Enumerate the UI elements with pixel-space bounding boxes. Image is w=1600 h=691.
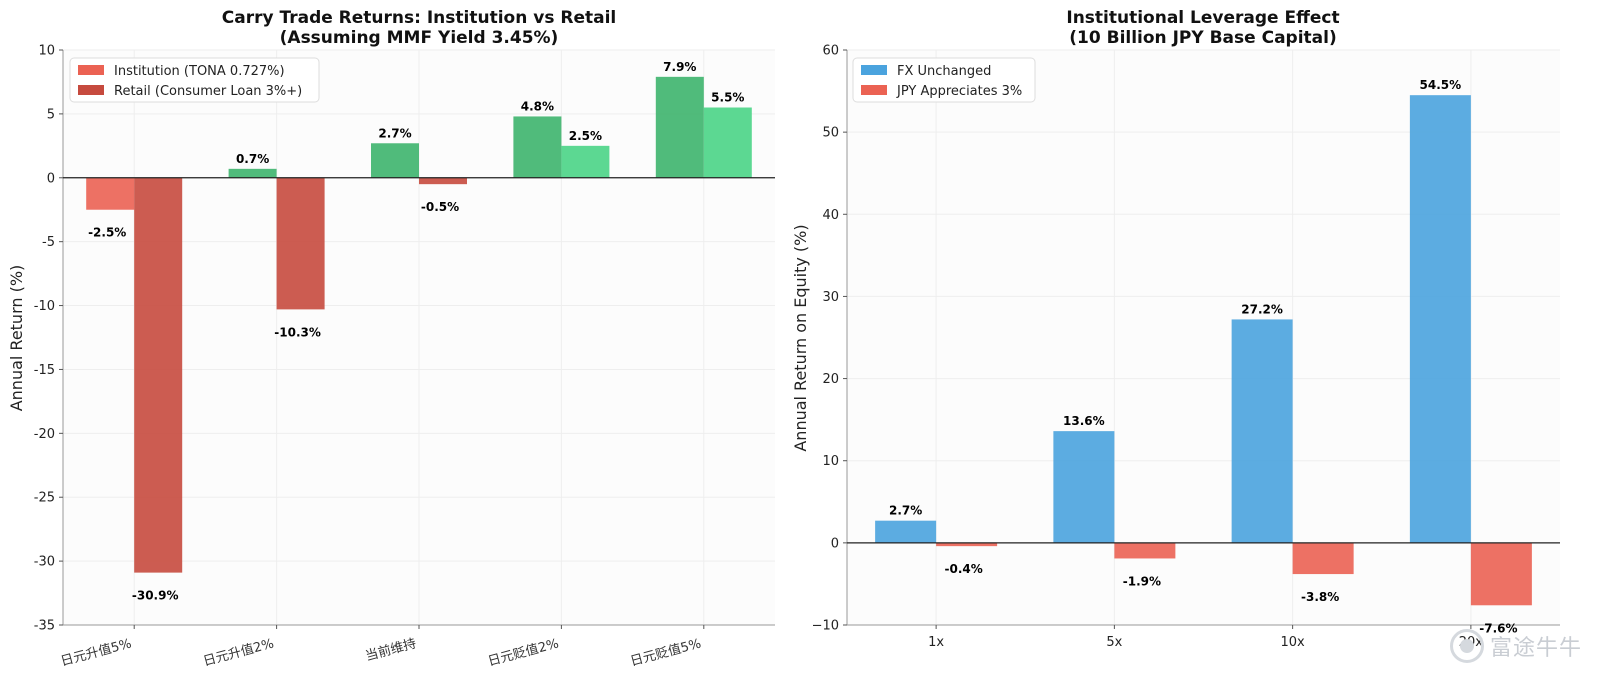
y-tick-label: 5 xyxy=(47,107,55,122)
data-label-s2-5: 5.5% xyxy=(711,91,744,105)
bar-s2-2 xyxy=(1114,542,1176,559)
y-tick-label: -20 xyxy=(34,427,55,442)
legend-label-1: FX Unchanged xyxy=(897,64,991,79)
data-label-s2-1: -30.9% xyxy=(132,589,179,603)
x-tick-label: 1x xyxy=(928,635,944,650)
bar-s1-1 xyxy=(875,520,937,543)
y-tick-label: -25 xyxy=(34,491,55,506)
data-label-s2-4: -7.6% xyxy=(1479,621,1517,635)
legend: FX Unchanged JPY Appreciates 3% xyxy=(852,57,1036,103)
bar-s2-1 xyxy=(134,177,183,573)
legend-label-1: Institution (TONA 0.727%) xyxy=(114,64,285,79)
bar-s1-1 xyxy=(86,177,135,210)
y-tick-label: -35 xyxy=(34,619,55,634)
x-tick-label: 当前维持 xyxy=(364,635,418,664)
chart-title-line-1: Carry Trade Returns: Institution vs Reta… xyxy=(222,8,616,28)
y-tick-label: 60 xyxy=(822,44,839,59)
y-tick-label: 0 xyxy=(47,171,55,186)
y-tick-label: 0 xyxy=(831,536,839,551)
y-tick-label: 50 xyxy=(822,126,839,141)
data-label-s1-4: 4.8% xyxy=(521,99,554,113)
x-tick-label: 日元升值2% xyxy=(201,635,275,669)
bar-s2-4 xyxy=(561,145,610,178)
legend: Institution (TONA 0.727%) Retail (Consume… xyxy=(69,57,320,103)
legend-box xyxy=(852,57,1036,103)
x-tick-label: 5x xyxy=(1106,635,1122,650)
x-tick-label: 20x xyxy=(1459,635,1484,650)
y-tick-label: -15 xyxy=(34,363,55,378)
data-label-s1-2: 13.6% xyxy=(1063,414,1105,428)
chart-title-line-1: Institutional Leverage Effect xyxy=(1066,8,1339,28)
legend-swatch-2 xyxy=(861,85,887,95)
data-label-s2-3: -3.8% xyxy=(1301,590,1339,604)
data-label-s2-2: -10.3% xyxy=(274,325,321,339)
data-label-s1-4: 54.5% xyxy=(1420,78,1462,92)
legend-label-2: JPY Appreciates 3% xyxy=(896,84,1022,99)
y-tick-label: −10 xyxy=(812,619,839,634)
legend-box xyxy=(69,57,320,103)
y-tick-label: 20 xyxy=(822,372,839,387)
y-tick-label: 30 xyxy=(822,290,839,305)
data-label-s1-2: 0.7% xyxy=(236,152,269,166)
bar-s1-4 xyxy=(513,116,562,178)
x-tick-label: 日元升值5% xyxy=(59,635,133,669)
bar-s1-2 xyxy=(1053,431,1115,543)
chart-2: 2.7% 13.6% 27.2% 54.5% -0.4% -1.9% -3.8% -7.6% 6… xyxy=(791,8,1560,650)
chart-title-line-2: (Assuming MMF Yield 3.45%) xyxy=(280,28,559,48)
bar-s1-4 xyxy=(1409,95,1471,543)
y-tick-label: 10 xyxy=(822,454,839,469)
x-tick-label: 日元贬值2% xyxy=(486,635,560,669)
y-tick-label: 40 xyxy=(822,208,839,223)
bar-s2-3 xyxy=(1292,542,1354,575)
data-label-s1-5: 7.9% xyxy=(663,60,696,74)
legend-label-2: Retail (Consumer Loan 3%+) xyxy=(114,84,302,99)
data-label-s2-3: -0.5% xyxy=(421,200,459,214)
data-label-s2-1: -0.4% xyxy=(944,562,982,576)
data-label-s1-3: 2.7% xyxy=(378,126,411,140)
bar-s2-2 xyxy=(276,177,325,310)
y-tick-label: -10 xyxy=(34,299,55,314)
chart-1: -2.5% 0.7% 2.7% 4.8% 7.9% -30.9% -10.3% -0.5% 2.… xyxy=(7,8,775,670)
data-label-s2-4: 2.5% xyxy=(569,129,602,143)
bar-s1-3 xyxy=(371,143,419,178)
legend-swatch-2 xyxy=(78,85,104,95)
bar-s2-3 xyxy=(419,177,467,185)
y-axis-label: Annual Return (%) xyxy=(7,265,26,412)
y-tick-label: -5 xyxy=(42,235,55,250)
chart-title-line-2: (10 Billion JPY Base Capital) xyxy=(1069,28,1336,48)
data-label-s1-1: -2.5% xyxy=(88,226,126,240)
bar-s1-5 xyxy=(655,76,704,178)
data-label-s1-1: 2.7% xyxy=(889,504,922,518)
data-label-s1-3: 27.2% xyxy=(1241,302,1283,316)
y-tick-label: -30 xyxy=(34,555,55,570)
bar-s1-3 xyxy=(1231,319,1293,543)
legend-swatch-1 xyxy=(861,65,887,75)
bar-s2-4 xyxy=(1470,542,1532,606)
legend-swatch-1 xyxy=(78,65,104,75)
bar-s2-5 xyxy=(703,107,752,178)
x-tick-label: 10x xyxy=(1281,635,1306,650)
x-tick-label: 日元贬值5% xyxy=(629,635,703,669)
y-tick-label: 10 xyxy=(38,44,55,59)
data-label-s2-2: -1.9% xyxy=(1123,574,1161,588)
bar-s2-1 xyxy=(936,542,998,547)
y-axis-label: Annual Return on Equity (%) xyxy=(791,224,810,451)
bar-s1-2 xyxy=(228,168,277,178)
